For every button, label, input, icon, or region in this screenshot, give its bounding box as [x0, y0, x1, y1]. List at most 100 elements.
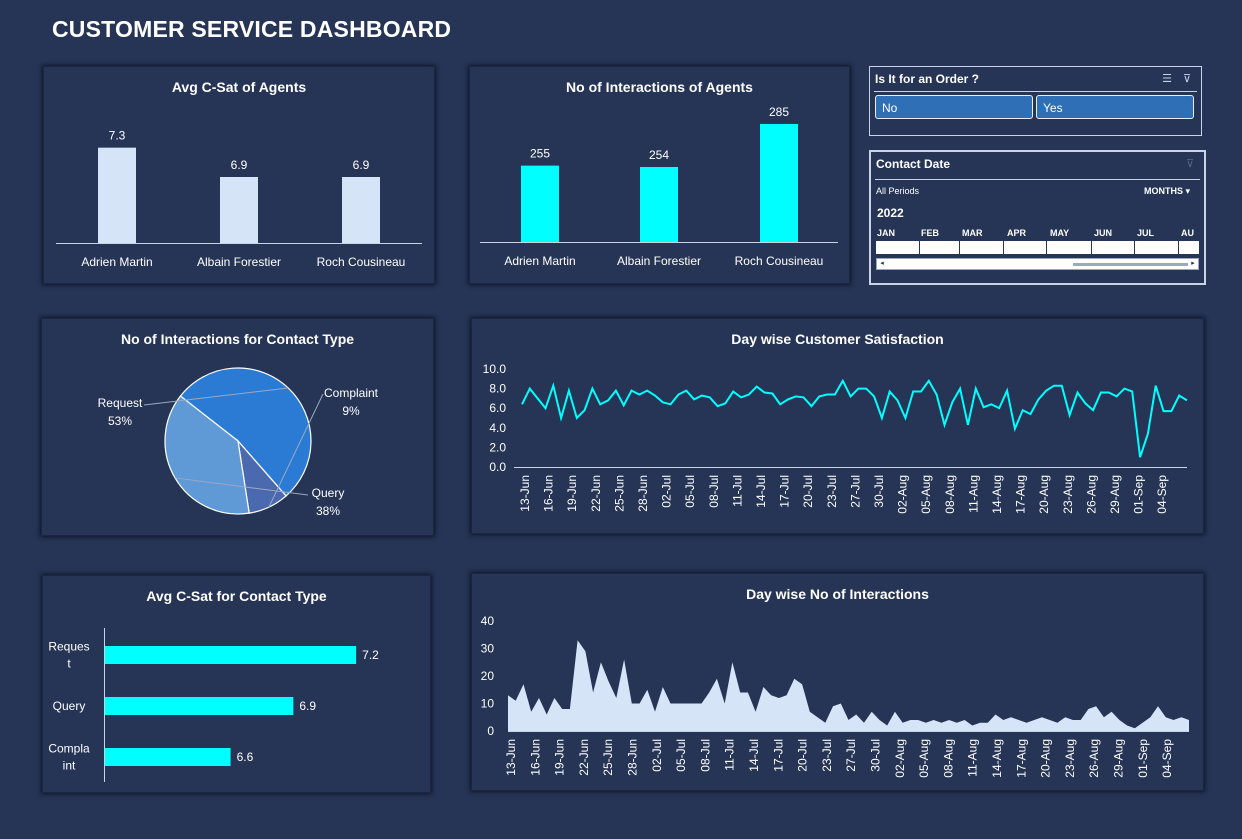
x-tick-label: 20-Jul — [796, 739, 810, 772]
day-csat-line-chart: 10.0 8.0 6.0 4.0 2.0 0.0 13-Jun 16-Jun 19-Jun 22-… — [483, 362, 1188, 514]
chart-title: No of Interactions for Contact Type — [120, 331, 355, 347]
x-tick-label: 02-Aug — [896, 475, 910, 514]
month-apr[interactable]: APR — [1007, 228, 1027, 238]
x-tick-label: 29-Aug — [1112, 739, 1126, 778]
category-label: Roch Cousineau — [735, 254, 824, 268]
y-tick-label: 30 — [481, 642, 495, 656]
x-tick-label: 17-Aug — [1014, 739, 1028, 778]
month-feb[interactable]: FEB — [921, 228, 939, 238]
chart-title: Avg C-Sat for Contact Type — [146, 588, 327, 604]
chart-title: No of Interactions of Agents — [566, 79, 753, 95]
x-tick-label: 19-Jun — [565, 475, 579, 512]
month-divider — [959, 241, 960, 254]
x-tick-label: 01-Sep — [1132, 475, 1146, 514]
bar — [98, 147, 136, 243]
month-jun[interactable]: JUN — [1094, 228, 1113, 238]
bar — [220, 177, 258, 243]
timeline-title: Contact Date — [876, 157, 951, 171]
clear-filter-icon[interactable]: ⊽ — [1182, 73, 1192, 85]
x-tick-label: 20-Jul — [801, 475, 815, 508]
clear-filter-icon[interactable]: ⊽ — [1185, 158, 1195, 170]
slice-percent-label: 53% — [108, 414, 132, 428]
bar — [760, 123, 798, 242]
x-tick-label: 04-Sep — [1160, 739, 1174, 778]
y-tick-label: 4.0 — [489, 421, 506, 435]
month-jul[interactable]: JUL — [1137, 228, 1155, 238]
timeline-scrollbar[interactable]: ◂ ▸ — [876, 258, 1199, 270]
data-label: 255 — [530, 147, 550, 161]
x-tick-label: 08-Aug — [943, 475, 957, 514]
panel-avg-csat-agents: Avg C-Sat of Agents 7.3 Adrien Martin 6.9 A… — [43, 66, 435, 284]
periods-label: All Periods — [876, 186, 920, 196]
x-tick-label: 14-Aug — [990, 739, 1004, 778]
y-tick-label: 40 — [481, 614, 495, 628]
slice-name-label: Query — [312, 486, 345, 500]
panel-day-interactions: Day wise No of Interactions 40 30 20 10 0 13-… — [471, 573, 1204, 791]
panel-csat-contact-type: Avg C-Sat for Contact Type 7.2 Reques t 6.9… — [42, 575, 431, 793]
month-divider — [1178, 241, 1179, 254]
chart-title: Avg C-Sat of Agents — [171, 79, 307, 95]
x-tick-label: 26-Aug — [1084, 475, 1098, 514]
x-tick-label: 26-Aug — [1087, 739, 1101, 778]
panel-interactions-agents: No of Interactions of Agents 255 Adrien M… — [469, 66, 850, 284]
x-tick-label: 28-Jun — [636, 475, 650, 512]
scroll-track — [1073, 263, 1188, 266]
y-tick-label: 6.0 — [489, 401, 506, 415]
x-tick-label: 05-Aug — [917, 739, 931, 778]
month-divider — [1091, 241, 1092, 254]
scroll-left-icon[interactable]: ◂ — [880, 260, 884, 267]
x-tick-label: 11-Aug — [966, 475, 980, 513]
category-label: t — [67, 657, 71, 671]
leader-line — [143, 387, 289, 406]
month-divider — [1046, 241, 1047, 254]
x-tick-label: 23-Jul — [820, 739, 834, 772]
bar — [640, 167, 678, 242]
bar — [105, 697, 294, 715]
x-tick-label: 30-Jul — [869, 739, 883, 772]
x-tick-label: 17-Jul — [771, 739, 785, 772]
series-line — [521, 378, 1188, 458]
x-tick-label: 16-Jun — [542, 475, 556, 512]
scroll-right-icon[interactable]: ▸ — [1191, 260, 1195, 267]
timeline-level-dropdown[interactable]: MONTHS ▾ — [1144, 186, 1190, 197]
timeline-level-label: MONTHS — [1144, 186, 1183, 196]
timeline-bar[interactable] — [876, 241, 1199, 254]
x-tick-label: 05-Aug — [919, 475, 933, 514]
month-mar[interactable]: MAR — [962, 228, 983, 238]
data-label: 6.6 — [237, 750, 254, 764]
x-tick-label: 08-Aug — [941, 739, 955, 778]
x-tick-label: 11-Jul — [730, 475, 744, 507]
x-tick-label: 08-Jul — [707, 475, 721, 508]
x-tick-label: 14-Jul — [754, 475, 768, 508]
x-tick-label: 11-Jul — [723, 739, 737, 771]
month-divider — [1134, 241, 1135, 254]
category-label: int — [63, 759, 76, 773]
csat-contact-type-chart: 7.2 Reques t 6.9 Query 6.6 Compla int — [48, 628, 379, 782]
y-tick-label: 10.0 — [483, 362, 507, 376]
multi-select-icon[interactable]: ☰ — [1162, 73, 1172, 85]
category-label: Reques — [48, 640, 89, 654]
timeline-divider — [875, 179, 1200, 180]
order-slicer: Is It for an Order ? ☰ ⊽ No Yes — [869, 66, 1202, 136]
slicer-title: Is It for an Order ? — [875, 72, 980, 86]
data-label: 254 — [649, 148, 669, 162]
slice-percent-label: 38% — [316, 504, 340, 518]
category-label: Albain Forestier — [197, 255, 281, 269]
bar — [105, 748, 231, 766]
x-tick-label: 01-Sep — [1136, 739, 1150, 778]
slicer-option-yes[interactable]: Yes — [1036, 95, 1194, 119]
chart-title: Day wise No of Interactions — [746, 586, 929, 602]
x-tick-label: 17-Jul — [778, 475, 792, 508]
x-tick-label: 16-Jun — [528, 739, 542, 776]
x-tick-label: 04-Sep — [1155, 475, 1169, 514]
x-tick-label: 17-Aug — [1014, 475, 1028, 514]
slicer-option-no[interactable]: No — [875, 95, 1033, 119]
data-label: 7.2 — [362, 648, 379, 662]
x-tick-label: 23-Jul — [825, 475, 839, 508]
data-label: 6.9 — [231, 158, 248, 172]
y-tick-label: 10 — [481, 697, 495, 711]
month-may[interactable]: MAY — [1050, 228, 1070, 238]
month-jan[interactable]: JAN — [877, 228, 896, 238]
month-aug[interactable]: AU — [1181, 228, 1194, 238]
leader-line — [174, 477, 309, 496]
